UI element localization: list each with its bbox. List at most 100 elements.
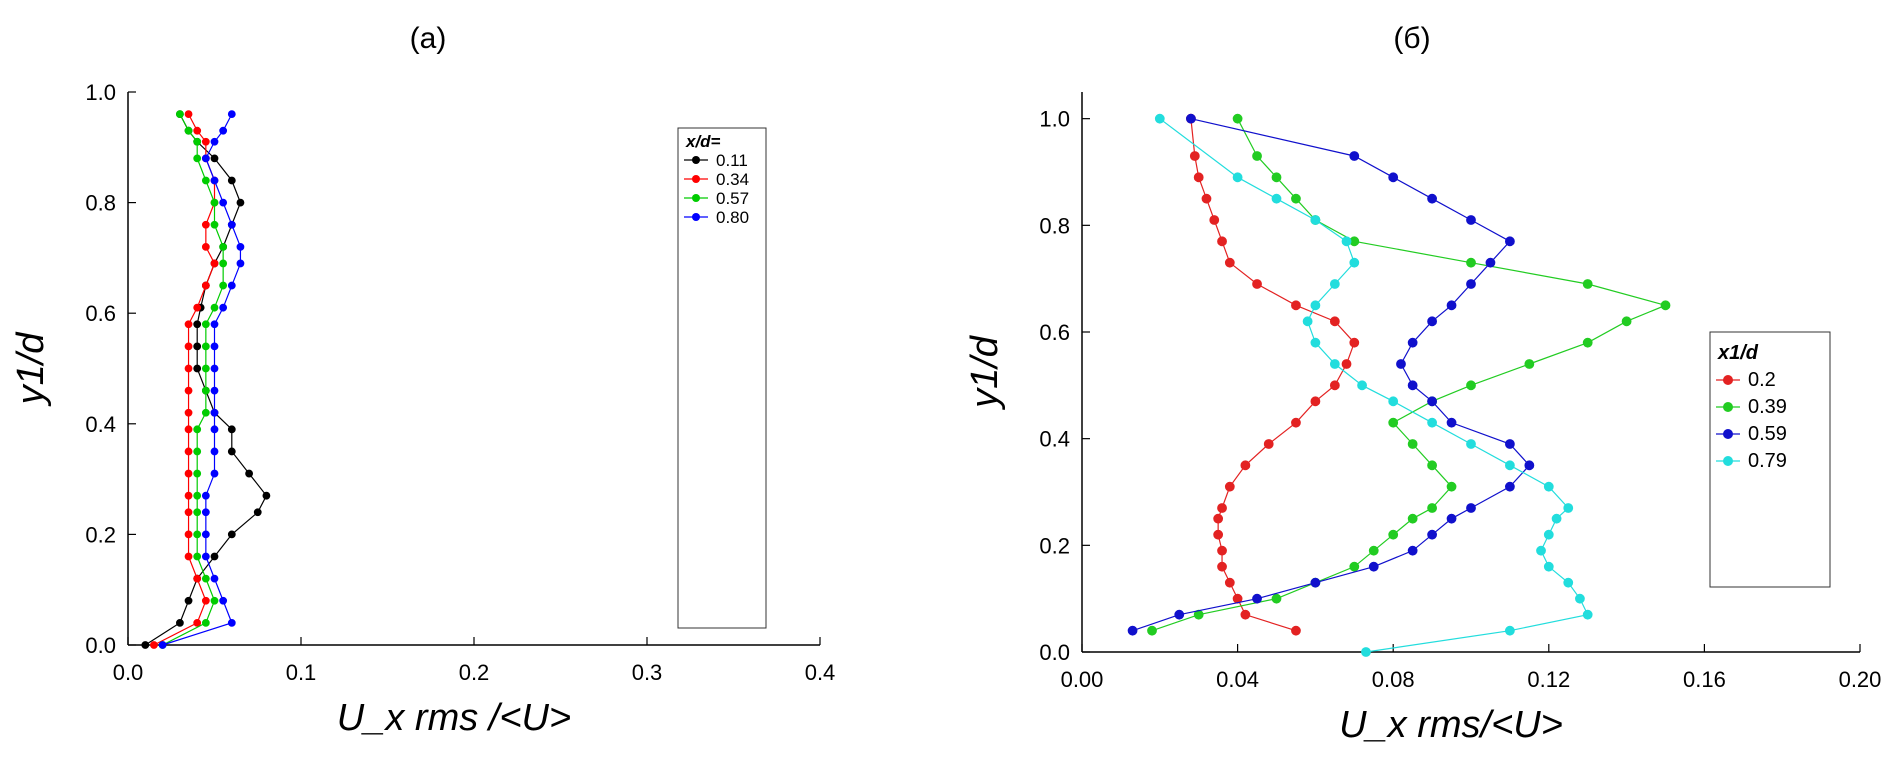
data-point bbox=[1551, 513, 1562, 524]
data-point bbox=[1201, 193, 1212, 204]
data-point bbox=[1466, 215, 1476, 225]
data-point bbox=[1291, 300, 1301, 311]
data-point bbox=[201, 618, 210, 627]
series-line-0.39 bbox=[1151, 118, 1668, 632]
x-tick-label: 0.4 bbox=[805, 660, 836, 685]
data-point bbox=[1341, 359, 1352, 369]
legend-entry: 0.57 bbox=[716, 189, 749, 208]
x-tick-label: 0.08 bbox=[1372, 667, 1415, 692]
data-point bbox=[201, 154, 210, 163]
x-tick-label: 0.12 bbox=[1527, 667, 1570, 692]
data-point bbox=[193, 469, 202, 478]
data-point bbox=[1466, 503, 1476, 513]
data-point bbox=[1396, 359, 1406, 369]
data-point bbox=[1446, 417, 1457, 428]
data-point bbox=[1252, 279, 1262, 289]
data-point bbox=[1505, 439, 1515, 449]
data-point bbox=[1310, 577, 1321, 588]
data-point bbox=[219, 303, 228, 312]
y-axis-label: y1/d bbox=[964, 334, 1006, 411]
data-point bbox=[1524, 460, 1535, 471]
data-point bbox=[193, 552, 202, 561]
data-point bbox=[184, 126, 193, 135]
data-point bbox=[1407, 513, 1418, 524]
data-point bbox=[1407, 545, 1418, 556]
legend-entry: 0.39 bbox=[1748, 396, 1787, 418]
data-point bbox=[1232, 172, 1243, 183]
y-tick-label: 0.6 bbox=[1039, 320, 1070, 345]
legend-entry: 0.2 bbox=[1748, 369, 1776, 391]
data-point bbox=[1213, 513, 1224, 524]
data-point bbox=[1427, 503, 1437, 513]
data-point bbox=[210, 596, 219, 605]
data-point bbox=[1174, 609, 1185, 620]
data-point bbox=[184, 491, 193, 500]
data-point bbox=[1368, 561, 1379, 572]
data-point bbox=[158, 641, 167, 649]
data-point bbox=[1302, 316, 1313, 327]
data-point bbox=[1271, 193, 1282, 204]
data-point bbox=[184, 364, 193, 373]
data-point bbox=[1388, 529, 1399, 540]
data-point bbox=[201, 574, 210, 583]
data-point bbox=[1427, 193, 1437, 204]
data-point bbox=[1505, 460, 1515, 471]
data-point bbox=[1291, 625, 1301, 636]
data-point bbox=[236, 259, 245, 268]
data-point bbox=[1660, 300, 1671, 311]
data-point bbox=[1232, 113, 1243, 124]
data-point bbox=[184, 469, 193, 478]
data-point bbox=[1127, 625, 1138, 636]
panel-title: (a) bbox=[410, 22, 447, 55]
data-point bbox=[193, 154, 202, 163]
data-point bbox=[1575, 593, 1585, 604]
data-point bbox=[1263, 439, 1274, 449]
data-point bbox=[1329, 316, 1340, 327]
data-point bbox=[1466, 279, 1476, 289]
data-point bbox=[1349, 337, 1360, 348]
data-point bbox=[210, 198, 219, 207]
data-point bbox=[1485, 257, 1496, 268]
data-point bbox=[210, 220, 219, 229]
data-point bbox=[219, 596, 228, 605]
data-point bbox=[227, 176, 236, 185]
panel-title: (б) bbox=[1393, 22, 1430, 55]
data-point bbox=[1271, 172, 1282, 183]
data-point bbox=[219, 198, 228, 207]
legend-marker bbox=[1723, 429, 1733, 439]
data-point bbox=[193, 342, 202, 351]
data-point bbox=[1154, 113, 1165, 124]
x-tick-label: 0.1 bbox=[286, 660, 317, 685]
data-point bbox=[227, 220, 236, 229]
legend-marker bbox=[1723, 375, 1733, 385]
data-point bbox=[210, 154, 219, 163]
y-tick-label: 0.6 bbox=[85, 301, 116, 326]
data-point bbox=[245, 469, 254, 478]
data-point bbox=[1271, 593, 1282, 604]
y-tick-label: 1.0 bbox=[1039, 107, 1070, 132]
data-point bbox=[1240, 609, 1251, 620]
data-point bbox=[1349, 151, 1360, 161]
data-point bbox=[184, 320, 193, 329]
data-point bbox=[1407, 380, 1418, 391]
y-axis-label: y1/d bbox=[10, 331, 52, 408]
data-point bbox=[193, 126, 202, 135]
data-point bbox=[184, 342, 193, 351]
legend-marker bbox=[692, 194, 700, 202]
data-point bbox=[210, 342, 219, 351]
data-point bbox=[201, 508, 210, 517]
data-point bbox=[201, 220, 210, 229]
data-point bbox=[219, 259, 228, 268]
data-point bbox=[1252, 593, 1262, 604]
data-point bbox=[1407, 337, 1418, 348]
data-point bbox=[1582, 337, 1593, 348]
legend-entry: 0.34 bbox=[716, 170, 749, 189]
data-point bbox=[1310, 396, 1321, 407]
data-point bbox=[219, 126, 228, 135]
legend-entry: 0.79 bbox=[1748, 450, 1787, 472]
legend-entry: 0.11 bbox=[716, 151, 748, 170]
data-point bbox=[253, 508, 262, 517]
data-point bbox=[201, 386, 210, 395]
data-point bbox=[1349, 257, 1360, 268]
